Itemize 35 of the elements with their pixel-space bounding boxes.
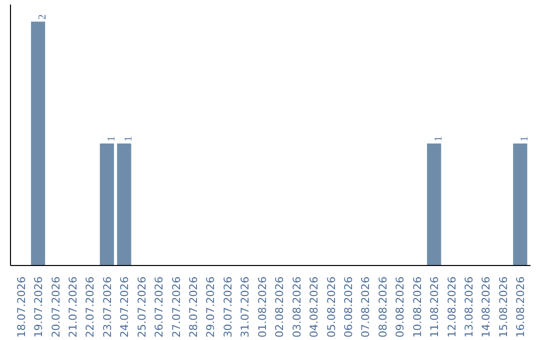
x-tick-label: 27.07.2026: [170, 276, 183, 338]
x-tick-label: 15.08.2026: [496, 276, 510, 338]
x-tick-label: 10.08.2026: [410, 276, 424, 338]
x-tick-label: 16.08.2026: [514, 276, 528, 338]
x-tick-label: 09.08.2026: [394, 276, 407, 338]
x-tick-label: 08.08.2026: [376, 276, 390, 338]
x-tick-label: 22.07.2026: [84, 276, 97, 338]
x-tick-label: 04.08.2026: [308, 276, 321, 338]
data-label: 1: [520, 136, 531, 142]
x-tick-label: 18.07.2026: [14, 276, 28, 338]
x-tick-label: 20.07.2026: [49, 276, 62, 338]
x-tick-label: 24.07.2026: [118, 276, 132, 338]
x-tick-label: 30.07.2026: [221, 276, 234, 338]
x-tick-label: 01.08.2026: [256, 276, 269, 338]
data-label: 2: [38, 14, 49, 20]
x-tick-label: 07.08.2026: [359, 276, 372, 338]
x-tick-label: 14.08.2026: [480, 276, 493, 338]
data-label: 1: [434, 136, 445, 142]
x-tick-label: 26.07.2026: [152, 276, 166, 338]
x-tick-label: 23.07.2026: [100, 276, 114, 338]
data-label: 1: [106, 136, 118, 142]
x-tick-label: 25.07.2026: [135, 276, 148, 338]
x-tick-label: 03.08.2026: [290, 276, 304, 338]
x-tick-label: 06.08.2026: [342, 276, 355, 338]
x-tick-label: 29.07.2026: [204, 276, 218, 338]
x-tick-label: 05.08.2026: [324, 276, 338, 338]
x-tick-label: 02.08.2026: [273, 276, 286, 338]
x-tick-label: 31.07.2026: [238, 276, 252, 338]
x-tick-label: 21.07.2026: [66, 276, 80, 338]
data-label: 1: [124, 136, 135, 142]
x-tick-label: 11.08.2026: [428, 276, 442, 338]
x-tick-label: 12.08.2026: [445, 276, 458, 338]
x-tick-label: 28.07.2026: [187, 276, 200, 338]
x-tick-label: 19.07.2026: [32, 276, 46, 338]
x-tick-label: 13.08.2026: [462, 276, 476, 338]
